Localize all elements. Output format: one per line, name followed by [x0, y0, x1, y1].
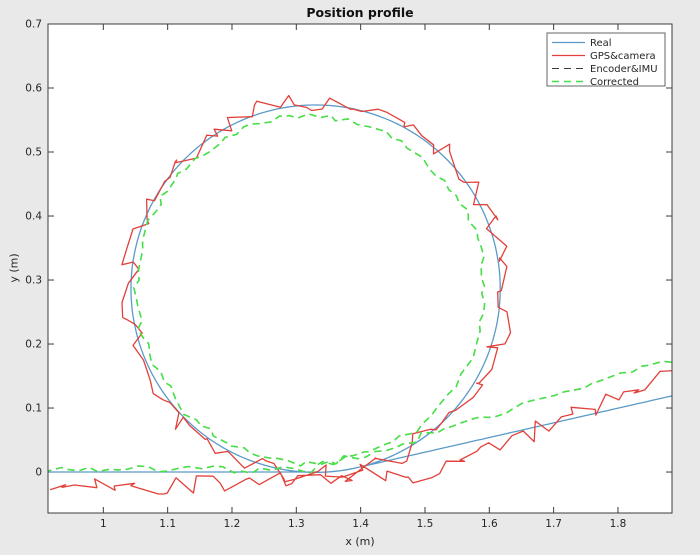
plot-area — [48, 24, 672, 513]
x-tick-label: 1.6 — [481, 518, 498, 530]
legend-label: Encoder&IMU — [590, 64, 658, 75]
y-tick-label: 0.4 — [25, 211, 42, 223]
y-tick-label: 0.6 — [25, 83, 42, 95]
x-axis-label: x (m) — [345, 535, 375, 548]
x-tick-label: 1.1 — [159, 518, 176, 530]
legend-entry: GPS&camera — [552, 51, 656, 62]
y-tick-label: 0.5 — [25, 147, 42, 159]
x-tick-label: 1.8 — [610, 518, 627, 530]
y-tick-label: 0.1 — [25, 403, 42, 415]
legend-entry: Corrected — [552, 77, 639, 88]
y-tick-label: 0 — [35, 467, 42, 479]
series-corrected — [48, 113, 672, 474]
y-axis-label: y (m) — [7, 253, 21, 283]
legend-label: Real — [590, 38, 612, 49]
legend-entry: Real — [552, 38, 612, 49]
series-real — [48, 104, 672, 474]
y-tick-label: 0.3 — [25, 275, 42, 287]
x-tick-label: 1.4 — [352, 518, 369, 530]
legend-label: Corrected — [590, 77, 639, 88]
x-tick-label: 1.2 — [224, 518, 241, 530]
axes-frame — [47, 23, 673, 514]
series-group — [48, 94, 672, 495]
x-tick-label: 1 — [100, 518, 107, 530]
legend-entry: Encoder&IMU — [552, 64, 658, 75]
y-tick-label: 0.7 — [25, 19, 42, 31]
series-gps-camera — [49, 94, 672, 495]
axis-ticks — [48, 23, 672, 513]
y-tick-label: 0.2 — [25, 339, 42, 351]
legend: Real GPS&camera Encoder&IMU Corrected — [546, 32, 666, 88]
x-tick-label: 1.5 — [417, 518, 434, 530]
x-tick-label: 1.7 — [545, 518, 562, 530]
legend-box — [546, 32, 666, 87]
tick-labels: 1 1.1 1.2 1.3 1.4 1.5 1.6 1.7 1.8 0 0.1 0.2 0.3 0.4 0.… — [25, 19, 626, 531]
x-tick-label: 1.3 — [288, 518, 305, 530]
chart-title: Position profile — [306, 5, 414, 20]
legend-label: GPS&camera — [590, 51, 656, 62]
